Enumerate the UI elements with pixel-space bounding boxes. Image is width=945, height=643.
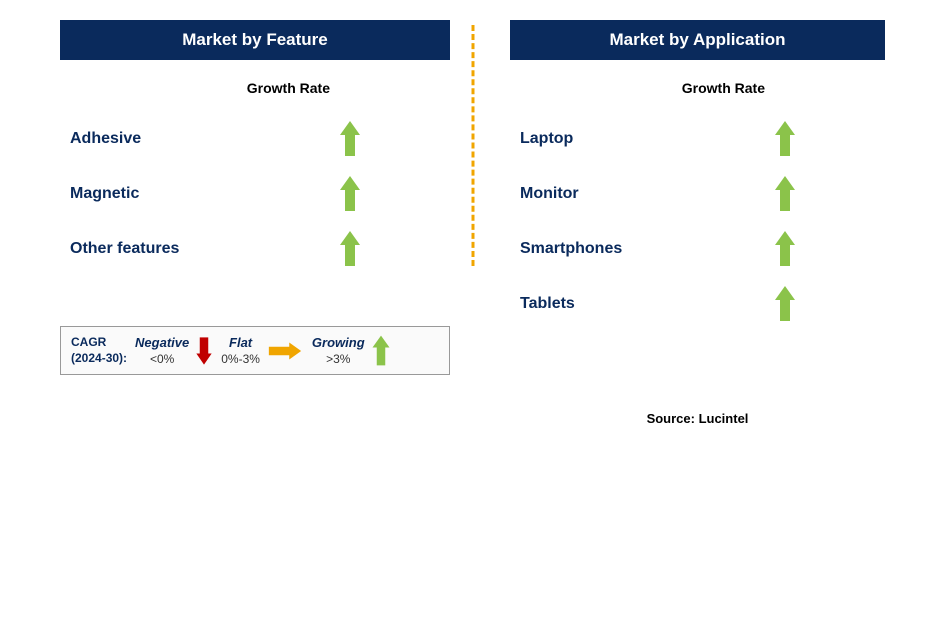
legend-range: <0% (150, 352, 174, 366)
feature-label: Other features (60, 240, 179, 258)
legend-segment-negative: Negative <0% (135, 335, 213, 367)
left-growth-label: Growth Rate (60, 80, 450, 96)
vertical-divider (471, 25, 474, 266)
legend-term: Negative (135, 335, 189, 350)
application-row: Laptop (510, 111, 885, 166)
up-arrow-icon (775, 121, 795, 156)
left-rows: Adhesive Magnetic Other features (60, 111, 450, 276)
up-arrow-icon (775, 231, 795, 266)
right-rows: Laptop Monitor Smartphones Tablets (510, 111, 885, 331)
right-panel-title: Market by Application (510, 20, 885, 60)
left-panel-title: Market by Feature (60, 20, 450, 60)
legend-segment-flat: Flat 0%-3% (221, 335, 304, 366)
legend-range: >3% (326, 352, 350, 366)
legend-term: Flat (229, 335, 252, 350)
down-arrow-icon (197, 337, 212, 364)
application-label: Tablets (510, 295, 575, 313)
application-row: Tablets (510, 276, 885, 331)
left-panel: Market by Feature Growth Rate Adhesive M… (40, 20, 480, 426)
application-label: Monitor (510, 185, 579, 203)
up-arrow-icon (340, 121, 360, 156)
legend-range: 0%-3% (221, 352, 260, 366)
application-label: Smartphones (510, 240, 622, 258)
source-attribution: Source: Lucintel (510, 411, 885, 426)
right-panel: Market by Application Growth Rate Laptop… (480, 20, 905, 426)
cagr-legend: CAGR (2024-30): Negative <0% Flat 0%-3% (60, 326, 450, 375)
legend-title: CAGR (2024-30): (71, 335, 127, 366)
feature-row: Adhesive (60, 111, 450, 166)
infographic-container: Market by Feature Growth Rate Adhesive M… (0, 0, 945, 446)
legend-term: Growing (312, 335, 365, 350)
up-arrow-icon (372, 336, 389, 366)
legend-segment-growing: Growing >3% (312, 333, 391, 368)
up-arrow-icon (340, 231, 360, 266)
application-row: Monitor (510, 166, 885, 221)
application-row: Smartphones (510, 221, 885, 276)
right-growth-label: Growth Rate (510, 80, 885, 96)
up-arrow-icon (340, 176, 360, 211)
right-arrow-icon (269, 342, 301, 359)
up-arrow-icon (775, 286, 795, 321)
feature-row: Magnetic (60, 166, 450, 221)
feature-label: Adhesive (60, 130, 141, 148)
feature-row: Other features (60, 221, 450, 276)
up-arrow-icon (775, 176, 795, 211)
feature-label: Magnetic (60, 185, 139, 203)
application-label: Laptop (510, 130, 573, 148)
